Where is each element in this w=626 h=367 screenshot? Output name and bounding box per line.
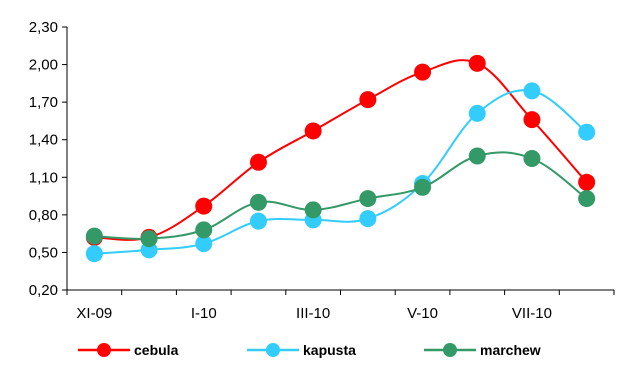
data-point-marchew <box>578 190 596 208</box>
data-point-kapusta <box>359 210 377 228</box>
y-tick-label: 2,30 <box>29 19 58 36</box>
data-point-marchew <box>523 150 541 167</box>
legend-entry-cebula: cebula <box>78 342 179 358</box>
data-point-marchew <box>468 147 486 165</box>
series-line-kapusta <box>94 89 588 255</box>
series-marchew <box>85 147 596 248</box>
data-point-cebula <box>578 173 596 191</box>
legend-marker <box>97 343 111 357</box>
series-line-cebula <box>94 59 588 241</box>
data-point-cebula <box>468 54 486 72</box>
data-point-cebula <box>195 197 213 215</box>
y-tick-label: 0,80 <box>29 207 58 224</box>
data-point-cebula <box>359 91 377 109</box>
x-tick-label: XI-09 <box>76 305 112 322</box>
x-tick-label: VII-10 <box>512 305 552 322</box>
data-point-cebula <box>414 63 432 81</box>
legend-entry-kapusta: kapusta <box>247 342 356 358</box>
data-point-cebula <box>249 153 267 171</box>
series-kapusta <box>85 82 596 263</box>
legend-entry-marchew: marchew <box>424 342 541 358</box>
legend-marker <box>266 343 280 357</box>
data-point-kapusta <box>468 104 486 122</box>
series-cebula <box>85 54 596 246</box>
axes: 0,20 0,50 0,80 1,10 1,40 1,70 2,00 2,30 XI-09 I-1… <box>29 19 615 322</box>
data-point-cebula <box>523 111 541 129</box>
legend-label: cebula <box>134 342 179 358</box>
y-tick-label: 0,20 <box>29 282 58 299</box>
legend-label: kapusta <box>303 342 356 358</box>
data-point-kapusta <box>523 82 541 100</box>
legend-marker <box>443 343 457 357</box>
data-point-kapusta <box>195 235 213 253</box>
y-tick-label: 1,70 <box>29 94 58 111</box>
y-tick-label: 2,00 <box>29 57 58 74</box>
series-line-marchew <box>94 151 588 240</box>
data-point-kapusta <box>85 245 103 263</box>
data-point-kapusta <box>578 123 596 141</box>
data-point-marchew <box>304 201 322 219</box>
data-point-marchew <box>249 193 267 211</box>
x-tick-label: I-10 <box>191 305 217 322</box>
x-tick-label: III-10 <box>296 305 330 322</box>
y-tick-label: 1,40 <box>29 132 58 149</box>
y-tick-label: 0,50 <box>29 244 58 261</box>
legend: cebula kapusta marchew <box>78 342 541 358</box>
data-point-marchew <box>414 178 432 196</box>
data-point-kapusta <box>249 212 267 230</box>
series-layer <box>85 54 596 263</box>
data-point-marchew <box>359 190 377 208</box>
data-point-cebula <box>304 122 322 140</box>
data-point-marchew <box>85 227 103 245</box>
x-tick-label: V-10 <box>407 305 438 322</box>
data-point-marchew <box>195 221 213 239</box>
legend-label: marchew <box>480 342 541 358</box>
y-tick-label: 1,10 <box>29 169 58 186</box>
data-point-marchew <box>140 230 158 248</box>
